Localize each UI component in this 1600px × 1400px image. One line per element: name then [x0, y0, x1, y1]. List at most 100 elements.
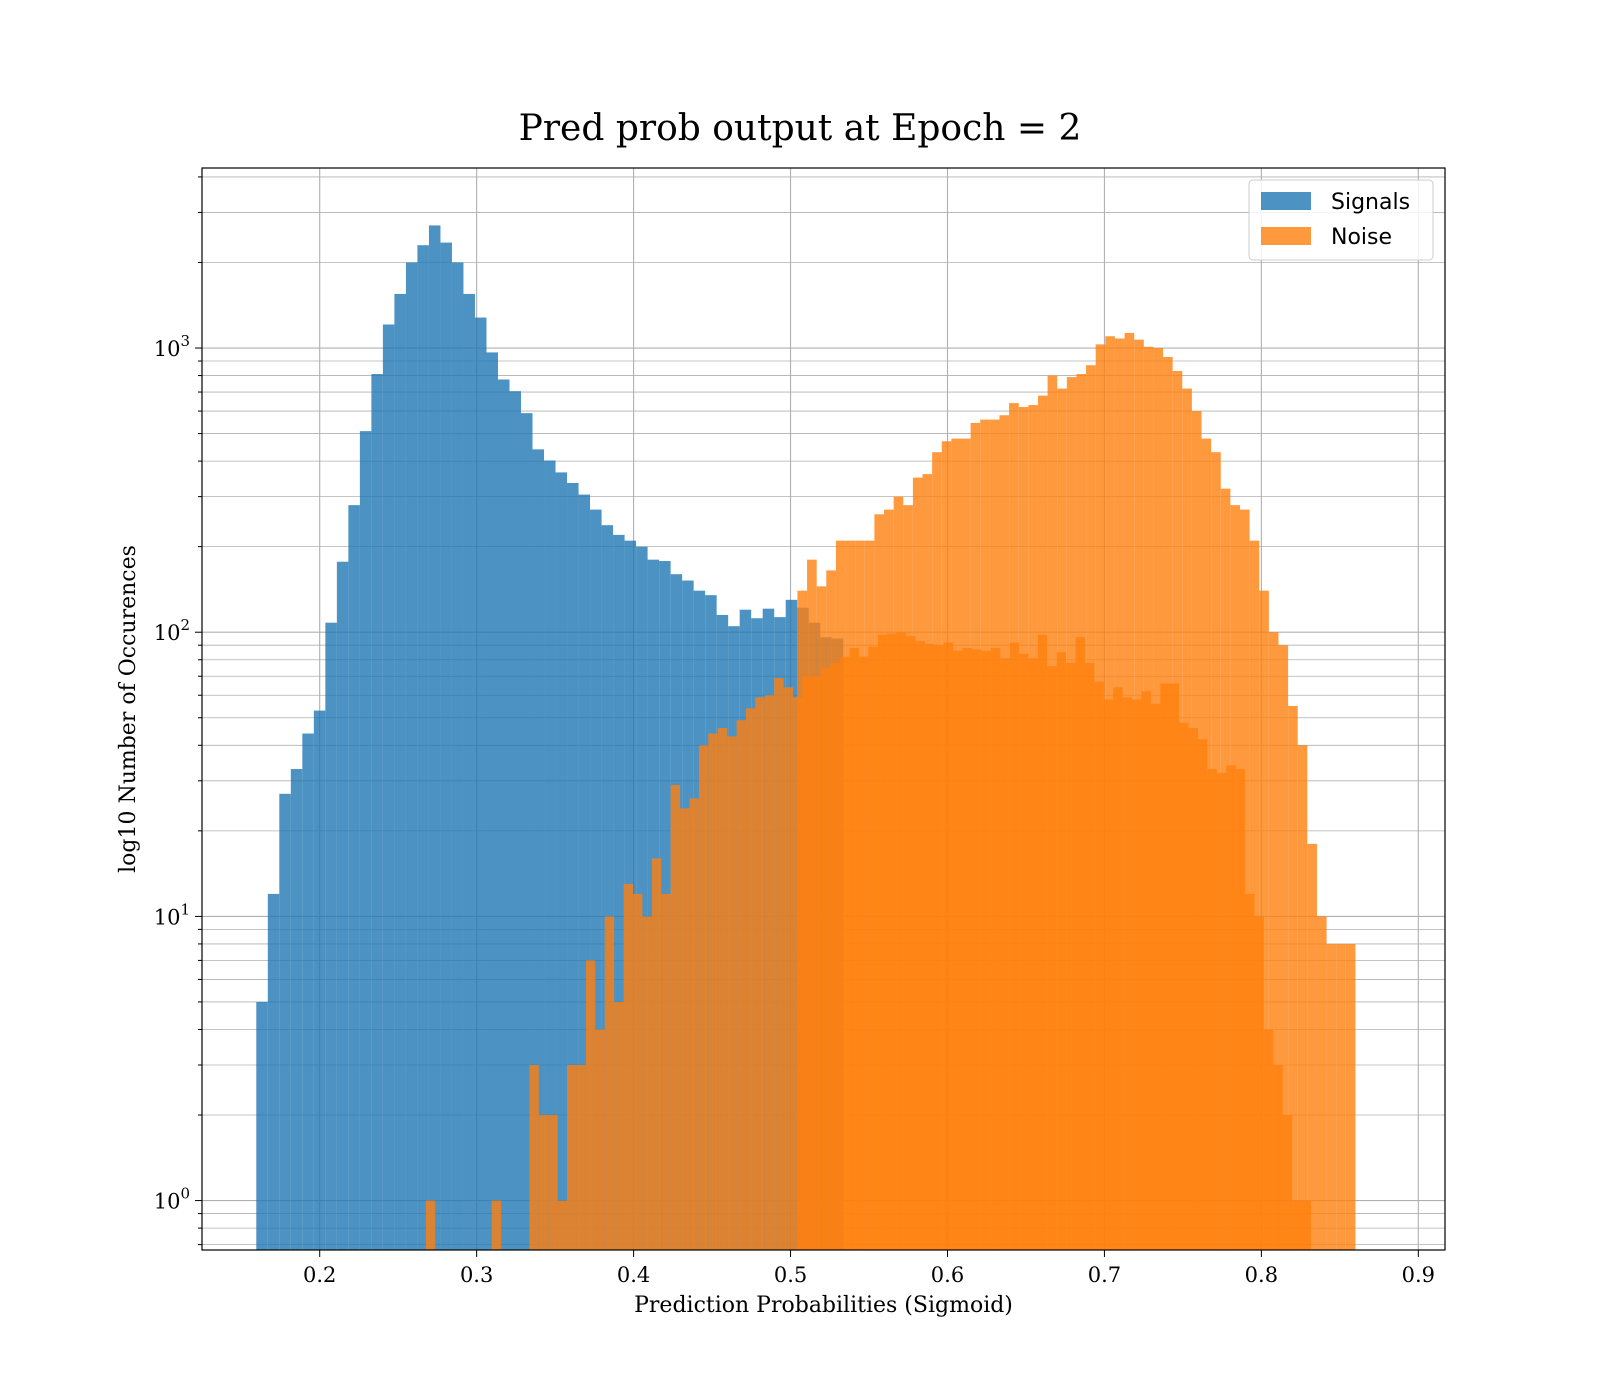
histogram-bar [912, 477, 923, 1250]
histogram-bar [1182, 388, 1192, 1251]
series-2 [797, 332, 1356, 1251]
histogram-bar [960, 438, 971, 1250]
histogram-bar [394, 293, 406, 1250]
histogram-bar [651, 858, 662, 1250]
histogram-bar [601, 525, 614, 1250]
histogram-bar [1047, 375, 1058, 1251]
histogram-bar [774, 678, 784, 1250]
histogram-bar [680, 808, 690, 1250]
histogram-bar [1316, 916, 1327, 1250]
histogram-bar [428, 225, 441, 1250]
histogram-bar [544, 460, 556, 1250]
chart-title: Pred prob output at Epoch = 2 [519, 108, 1082, 149]
histogram-bar [932, 452, 942, 1250]
histogram-bar [941, 441, 952, 1250]
histogram-bar [922, 474, 933, 1250]
plot-frame [201, 167, 1446, 1251]
histogram-bar [538, 1115, 549, 1250]
histogram-bar [604, 916, 615, 1250]
histogram-bar [980, 419, 990, 1250]
histogram-bar [1163, 356, 1173, 1251]
histogram-bar [451, 262, 464, 1251]
histogram-bar [1095, 344, 1106, 1250]
histogram-bar [313, 710, 326, 1250]
histogram-bar [359, 431, 372, 1251]
histogram-bar [727, 736, 737, 1250]
histogram-bar [613, 534, 625, 1250]
histogram-bar [755, 697, 765, 1250]
histogram-bar [835, 540, 846, 1250]
histogram-bar [548, 1115, 558, 1250]
histogram-bar [1201, 438, 1212, 1250]
histogram-bar [1220, 488, 1231, 1250]
histogram-bar [279, 793, 291, 1250]
histogram-bar [1057, 388, 1067, 1251]
histogram-bar [797, 590, 808, 1250]
legend-swatch-signals [1261, 192, 1311, 210]
axis-ticks: 0.2 0.3 0.4 0.5 0.6 0.7 0.8 0.9 100 101 102 103 [154, 176, 1435, 1287]
histogram-bar [999, 415, 1010, 1251]
histogram-bar [509, 391, 522, 1250]
x-tick-label: 0.8 [1245, 1263, 1278, 1287]
histogram-bar [1114, 338, 1125, 1250]
x-tick-label: 0.5 [774, 1263, 807, 1287]
histogram-bar [1211, 452, 1221, 1250]
y-tick-label: 102 [154, 616, 190, 645]
histogram-bar [864, 540, 875, 1250]
histogram-bars [256, 225, 1356, 1251]
histogram-bar [578, 494, 591, 1251]
histogram-bar [698, 745, 709, 1250]
histogram-bar [689, 798, 699, 1250]
histogram-bar [623, 884, 633, 1250]
histogram-bar [1191, 411, 1202, 1250]
histogram-bar [557, 1200, 568, 1250]
histogram-bar [382, 324, 395, 1251]
histogram-bar [1153, 348, 1164, 1250]
histogram-bar [1345, 943, 1356, 1250]
histogram-bar [826, 570, 836, 1250]
histogram-bar [497, 379, 510, 1250]
histogram-bar [1278, 645, 1289, 1250]
histogram-bar [474, 317, 487, 1250]
histogram-bar [1066, 377, 1077, 1251]
histogram-bar [325, 622, 337, 1250]
histogram-bar [425, 1200, 436, 1250]
histogram-bar [708, 733, 718, 1250]
histogram-bar [491, 1200, 502, 1250]
histogram-bar [1086, 365, 1096, 1250]
histogram-bar [440, 242, 452, 1251]
y-tick-label: 100 [154, 1185, 190, 1214]
histogram-bar [614, 1001, 624, 1250]
histogram-bar [1076, 374, 1087, 1250]
histogram-bar [463, 293, 475, 1250]
histogram-bar [1028, 405, 1038, 1250]
histogram-bar [845, 540, 856, 1250]
histogram-bar [405, 262, 418, 1251]
x-tick-label: 0.7 [1088, 1263, 1121, 1287]
histogram-bar [290, 769, 303, 1250]
histogram-bar [874, 514, 885, 1250]
histogram-bar [745, 708, 756, 1250]
histogram-bar [371, 374, 383, 1250]
x-axis-label: Prediction Probabilities (Sigmoid) [634, 1293, 1013, 1318]
x-tick-label: 0.2 [303, 1263, 336, 1287]
histogram-bar [903, 505, 913, 1250]
histogram-bar [1268, 632, 1279, 1250]
histogram-bar [1239, 509, 1250, 1251]
x-tick-label: 0.9 [1402, 1263, 1435, 1287]
histogram-bar [1105, 336, 1115, 1250]
histogram-bar [717, 728, 728, 1250]
histogram-bar [670, 784, 681, 1250]
histogram-bar [1288, 705, 1298, 1250]
histogram-bar [1134, 339, 1144, 1250]
histogram-bar [661, 893, 671, 1250]
histogram-bar [486, 352, 498, 1250]
histogram-bar [1230, 505, 1240, 1250]
y-tick-label: 101 [154, 900, 190, 929]
histogram-bar [267, 893, 280, 1250]
histogram-bar [1172, 371, 1183, 1250]
legend-label-noise: Noise [1331, 225, 1392, 250]
histogram-bar [1143, 346, 1154, 1251]
histogram-bar [816, 586, 827, 1250]
